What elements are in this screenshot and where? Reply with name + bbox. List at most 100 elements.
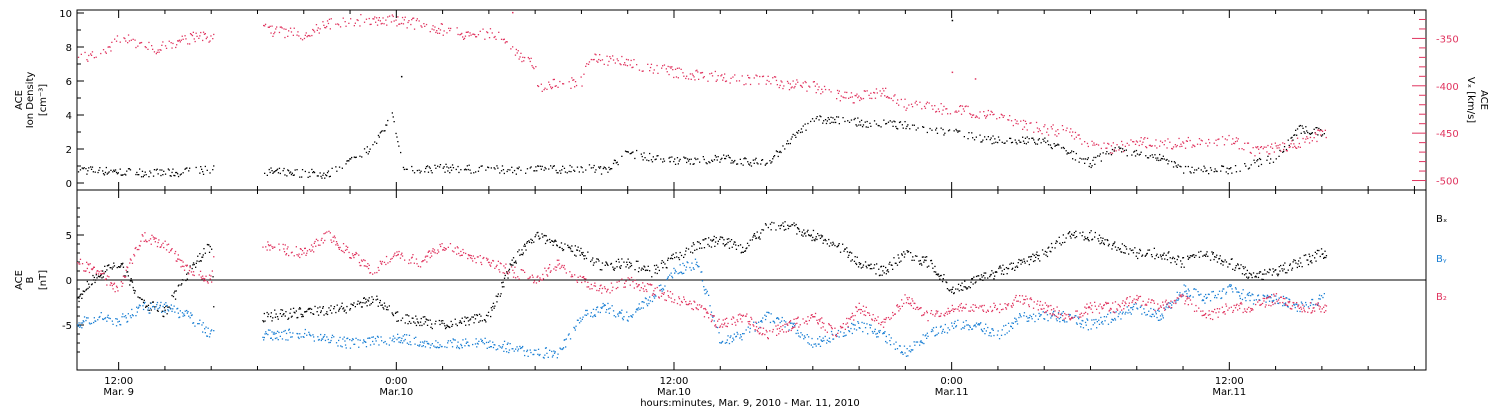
- data-point-bz: [645, 289, 647, 291]
- data-point-vx: [766, 79, 768, 82]
- data-point-ion-density: [612, 162, 615, 165]
- data-point-by: [621, 317, 624, 319]
- data-point-vx: [194, 40, 196, 43]
- data-point-by: [1270, 297, 1272, 299]
- data-point-ion-density: [393, 121, 395, 123]
- data-point-ion-density: [604, 167, 606, 169]
- data-point-ion-density: [1221, 165, 1224, 167]
- data-point-by: [1282, 295, 1285, 298]
- data-point-bx: [756, 231, 758, 233]
- data-point-by: [343, 336, 345, 338]
- data-point-ion-density: [276, 169, 278, 171]
- data-point-bx: [1014, 269, 1016, 271]
- data-point-bz: [283, 251, 286, 253]
- data-point-bz: [84, 270, 86, 272]
- data-point-bx: [200, 260, 202, 262]
- data-point-by: [406, 334, 408, 336]
- data-point-ion-density: [748, 163, 750, 165]
- data-point-ion-density: [372, 144, 374, 146]
- data-point-ion-density: [1047, 144, 1050, 146]
- data-point-ion-density: [720, 158, 722, 161]
- data-point-by: [317, 336, 319, 338]
- data-point-ion-density: [736, 163, 739, 165]
- data-point-vx: [1001, 114, 1003, 116]
- data-point-by: [733, 333, 735, 335]
- data-point-bz: [287, 246, 289, 248]
- data-point-ion-density: [753, 162, 755, 164]
- data-point-ion-density: [894, 121, 896, 123]
- data-point-by: [1081, 319, 1083, 322]
- data-point-bz: [431, 250, 433, 252]
- data-point-bz: [122, 275, 125, 277]
- data-point-bx: [464, 316, 466, 318]
- data-point-bz: [521, 269, 523, 271]
- data-point-by: [749, 327, 751, 330]
- data-point-ion-density: [652, 156, 654, 158]
- data-point-by: [901, 351, 903, 353]
- data-point-ion-density: [79, 169, 82, 171]
- data-point-vx: [747, 74, 749, 77]
- data-point-by: [1113, 311, 1115, 313]
- data-point-bz: [558, 263, 561, 265]
- data-point-ion-density: [844, 120, 846, 123]
- data-point-vx: [130, 39, 132, 41]
- data-point-by: [1075, 322, 1078, 324]
- data-point-vx: [381, 22, 383, 25]
- data-point-vx: [1292, 146, 1294, 149]
- data-point-bx: [519, 254, 521, 256]
- data-point-bx: [522, 252, 524, 254]
- data-point-by: [352, 338, 354, 341]
- data-point-ion-density: [1258, 157, 1261, 160]
- data-point-vx: [344, 21, 346, 23]
- data-point-bx: [587, 251, 589, 253]
- data-point-vx: [987, 109, 989, 112]
- data-point-by: [997, 330, 999, 332]
- data-point-by: [906, 348, 908, 350]
- data-point-bx: [583, 255, 585, 257]
- data-point-bx: [531, 242, 533, 244]
- data-point-ion-density: [534, 170, 536, 172]
- data-point-vx: [926, 101, 928, 103]
- data-point-bx: [352, 304, 354, 306]
- data-point-by: [653, 297, 656, 299]
- data-point-bx: [881, 274, 883, 276]
- data-point-vx: [762, 75, 765, 77]
- data-point-vx: [392, 15, 394, 18]
- data-point-bz: [424, 256, 427, 258]
- data-point-ion-density: [1206, 169, 1208, 172]
- data-point-bz: [799, 324, 801, 326]
- data-point-bz: [782, 324, 784, 327]
- data-point-bx: [1098, 240, 1100, 242]
- data-point-ion-density: [833, 121, 835, 124]
- data-point-by: [935, 326, 937, 328]
- data-point-vx: [77, 56, 80, 58]
- data-point-bz: [98, 271, 100, 273]
- data-point-vx: [139, 42, 141, 44]
- data-point-by: [807, 342, 809, 344]
- data-point-bz: [321, 237, 323, 240]
- data-point-vx: [472, 33, 474, 35]
- data-point-ion-density: [1298, 125, 1300, 127]
- data-point-vx: [971, 116, 973, 118]
- data-point-vx: [187, 43, 189, 45]
- data-point-vx: [439, 29, 442, 31]
- data-point-vx: [284, 36, 286, 39]
- data-point-by: [190, 314, 193, 317]
- data-point-bx: [801, 234, 803, 236]
- data-point-bx: [379, 299, 381, 302]
- data-point-bz: [780, 326, 782, 328]
- data-point-vx: [209, 40, 211, 42]
- data-point-by: [126, 321, 128, 323]
- data-point-vx: [1133, 141, 1135, 143]
- data-point-bz: [798, 326, 800, 328]
- data-point-bx: [928, 265, 930, 267]
- data-point-by: [1001, 329, 1003, 331]
- data-point-bz: [791, 327, 793, 330]
- data-point-by: [205, 326, 207, 328]
- data-point-ion-density: [610, 168, 612, 170]
- data-point-bz: [102, 273, 104, 275]
- data-point-ion-density: [573, 169, 575, 171]
- data-point-bz: [812, 316, 814, 318]
- data-point-ion-density: [1015, 141, 1017, 144]
- data-point-bz: [156, 245, 159, 248]
